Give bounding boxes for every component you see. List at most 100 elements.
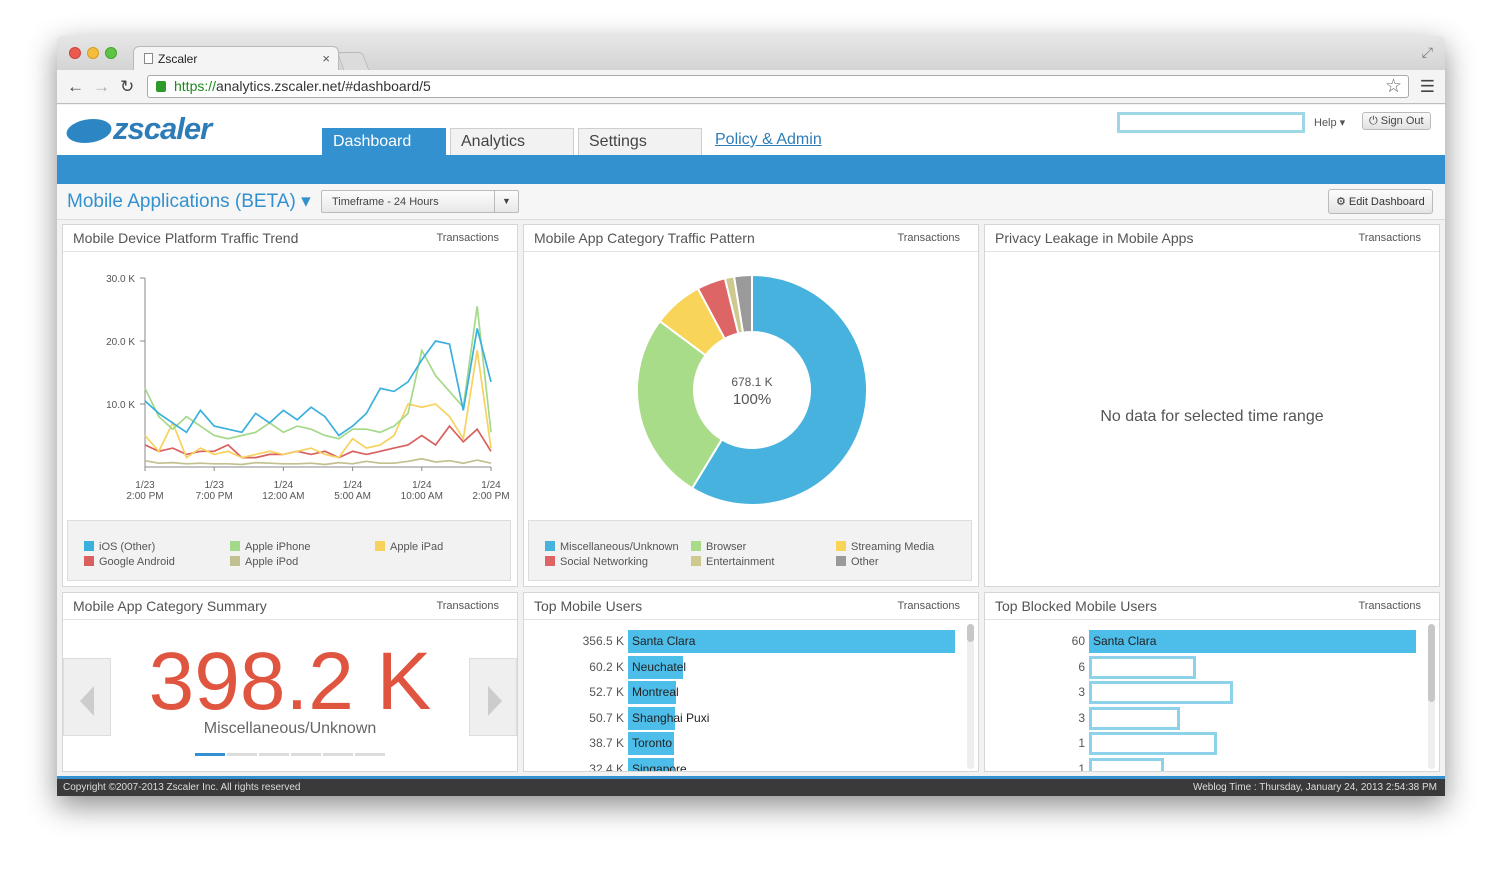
reload-icon[interactable]: ↻	[120, 77, 135, 96]
minimize-window-icon[interactable]	[87, 47, 99, 59]
menu-icon[interactable]: ☰	[1419, 77, 1435, 96]
back-icon[interactable]: ←	[67, 77, 84, 96]
legend-swatch	[691, 556, 701, 566]
widget-title-text: Mobile Device Platform Traffic Trend	[73, 230, 299, 246]
y-tick-label: 30.0 K	[106, 274, 135, 285]
bar[interactable]	[628, 757, 674, 771]
timeframe-select[interactable]: Timeframe - 24 Hours ▼	[321, 190, 519, 213]
bar[interactable]	[628, 655, 684, 679]
bar-row[interactable]: 60 Santa Clara	[985, 630, 1425, 653]
bar[interactable]	[1089, 630, 1416, 653]
pager-dot[interactable]	[291, 753, 321, 756]
browser-title-bar: Zscaler × ⤢	[57, 36, 1445, 70]
pager-dot[interactable]	[323, 753, 353, 756]
pager-dot[interactable]	[259, 753, 289, 756]
slice-miscellaneous-unknown[interactable]	[690, 273, 868, 506]
bar-row[interactable]: 356.5 K Santa Clara	[524, 630, 964, 653]
widget-metric: Transactions	[897, 600, 960, 612]
new-tab-button[interactable]	[336, 52, 370, 70]
bar-row[interactable]: 6	[985, 655, 1425, 679]
x-tick-date: 1/24	[274, 480, 294, 491]
tab-settings[interactable]: Settings	[578, 128, 702, 155]
edit-dashboard-button[interactable]: ⚙ Edit Dashboard	[1328, 189, 1433, 214]
carousel-next-button[interactable]	[469, 658, 517, 736]
carousel-prev-button[interactable]	[63, 658, 111, 736]
tab-dashboard[interactable]: Dashboard	[322, 128, 446, 155]
widget-metric: Transactions	[436, 232, 499, 244]
series-line-google-android[interactable]	[144, 424, 492, 459]
series-line-apple-ipad[interactable]	[144, 350, 492, 459]
legend-label: Miscellaneous/Unknown	[560, 541, 679, 553]
bar-row[interactable]: 50.7 K Shanghai Puxi	[524, 706, 964, 730]
bar-value: 1	[1078, 761, 1085, 772]
x-tick-date: 1/24	[343, 480, 363, 491]
privacy-leakage-widget: Privacy Leakage in Mobile Apps Transactio…	[984, 224, 1440, 587]
bar[interactable]	[628, 681, 677, 704]
widget-title-text: Mobile App Category Summary	[73, 598, 267, 614]
pager-dot[interactable]	[227, 753, 257, 756]
policy-admin-link[interactable]: Policy & Admin	[715, 131, 822, 148]
redacted-bar	[1089, 732, 1217, 755]
address-bar[interactable]: https://analytics.zscaler.net/#dashboard…	[147, 75, 1409, 98]
legend-label: Browser	[706, 541, 747, 553]
expand-icon[interactable]: ⤢	[1421, 44, 1433, 60]
browser-tab[interactable]: Zscaler ×	[133, 46, 339, 70]
bar-row[interactable]: 1	[985, 732, 1425, 755]
pager-dot-active[interactable]	[195, 753, 225, 756]
bar-value: 3	[1078, 685, 1085, 699]
trend-legend: iOS (Other) Apple iPhone Apple iPad Goog…	[67, 520, 511, 581]
scrollbar-thumb[interactable]	[1428, 624, 1435, 702]
bar-value: 6	[1078, 659, 1085, 674]
bar-row[interactable]: 3	[985, 681, 1425, 704]
widget-metric: Transactions	[436, 600, 499, 612]
tab-analytics[interactable]: Analytics	[450, 128, 574, 155]
sign-out-button[interactable]: ⏻ Sign Out	[1362, 112, 1431, 130]
forward-icon[interactable]: →	[93, 77, 110, 96]
help-menu[interactable]: Help ▾	[1314, 117, 1346, 129]
chevron-down-icon[interactable]: ▼	[494, 191, 518, 212]
top-mobile-users-widget: Top Mobile Users Transactions 356.5 K Sant…	[523, 592, 979, 772]
redacted-user-box	[1117, 112, 1305, 133]
close-tab-icon[interactable]: ×	[322, 51, 330, 66]
lock-icon	[156, 81, 166, 92]
series-line-apple-iphone[interactable]	[144, 306, 492, 440]
redacted-bar	[1089, 655, 1196, 679]
slice-browser[interactable]	[636, 319, 724, 490]
no-data-message: No data for selected time range	[1100, 408, 1324, 425]
bar-row[interactable]: 52.7 K Montreal	[524, 681, 964, 704]
bar[interactable]	[628, 732, 674, 755]
bar[interactable]	[628, 630, 955, 653]
slice-streaming-media[interactable]	[658, 287, 727, 357]
legend-swatch	[84, 556, 94, 566]
widget-title-text: Top Blocked Mobile Users	[995, 598, 1157, 614]
bar-row[interactable]: 32.4 K Singapore	[524, 757, 964, 771]
pager-dot[interactable]	[355, 753, 385, 756]
bar[interactable]	[628, 706, 675, 730]
dashboard-title-dropdown[interactable]: Mobile Applications (BETA) ▾	[67, 191, 311, 212]
star-icon[interactable]: ☆	[1384, 76, 1402, 97]
series-line-ios-other-[interactable]	[144, 328, 492, 437]
x-tick-time: 10:00 AM	[401, 491, 443, 502]
logo-swoosh-icon	[62, 119, 116, 143]
legend-item: Streaming Media	[836, 541, 934, 553]
bar-row[interactable]: 60.2 K Neuchatel	[524, 655, 964, 679]
maximize-window-icon[interactable]	[105, 47, 117, 59]
legend-label: Apple iPod	[245, 556, 299, 568]
series-line-apple-ipod[interactable]	[144, 457, 492, 466]
widget-title: Mobile App Category Summary Transactions	[63, 593, 517, 620]
bar-row[interactable]: 38.7 K Toronto	[524, 732, 964, 755]
bar-value: 50.7 K	[589, 710, 624, 725]
donut-total: 678.1 K	[731, 375, 772, 389]
power-icon: ⏻	[1369, 115, 1381, 127]
legend-swatch	[691, 541, 701, 551]
scrollbar[interactable]	[1428, 624, 1435, 769]
x-tick-date: 1/23	[204, 480, 224, 491]
bar-row[interactable]: 1	[985, 757, 1425, 772]
close-window-icon[interactable]	[69, 47, 81, 59]
scrollbar-thumb[interactable]	[967, 624, 974, 642]
bar-row[interactable]: 3	[985, 706, 1425, 730]
legend-swatch	[230, 541, 240, 551]
scrollbar[interactable]	[967, 624, 974, 769]
slice-social-networking[interactable]	[696, 277, 740, 341]
legend-label: Social Networking	[560, 556, 649, 568]
